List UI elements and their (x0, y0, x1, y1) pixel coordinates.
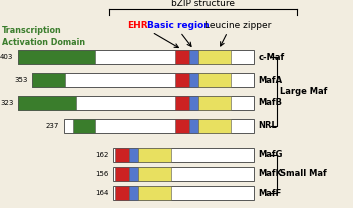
Bar (198, 50, 231, 64)
Bar (138, 167, 171, 181)
Bar (115, 186, 129, 201)
Bar (129, 147, 138, 162)
Text: MafA: MafA (258, 76, 282, 85)
Bar (189, 96, 198, 110)
Text: MafK: MafK (258, 170, 282, 178)
Bar (32, 73, 65, 87)
Bar (198, 73, 231, 87)
Text: Transcription
Activation Domain: Transcription Activation Domain (2, 26, 85, 47)
Bar (18, 96, 76, 110)
Text: bZIP structure: bZIP structure (171, 0, 235, 8)
Text: EHR: EHR (127, 21, 148, 30)
Bar (113, 186, 254, 201)
Bar (189, 73, 198, 87)
Text: 323: 323 (0, 100, 13, 106)
Text: 237: 237 (46, 123, 59, 129)
Bar (175, 73, 189, 87)
Bar (175, 119, 189, 132)
Bar (18, 50, 254, 64)
Text: Small Maf: Small Maf (280, 170, 327, 178)
Bar (175, 96, 189, 110)
Bar (73, 119, 95, 132)
Bar (115, 167, 129, 181)
Text: MafB: MafB (258, 98, 282, 107)
Text: 156: 156 (95, 171, 109, 177)
Bar (138, 186, 171, 201)
Text: Large Maf: Large Maf (280, 87, 328, 96)
Bar (32, 73, 254, 87)
Bar (64, 119, 254, 132)
Text: c-Maf: c-Maf (258, 53, 285, 62)
Text: MafG: MafG (258, 150, 283, 159)
Text: MafF: MafF (258, 189, 282, 198)
Text: 353: 353 (14, 77, 28, 83)
Text: NRL: NRL (258, 121, 277, 130)
Bar (113, 147, 254, 162)
Text: 162: 162 (95, 152, 109, 157)
Bar (138, 147, 171, 162)
Bar (18, 96, 254, 110)
Text: 403: 403 (0, 54, 13, 60)
Text: 164: 164 (95, 190, 109, 196)
Bar (198, 96, 231, 110)
Bar (189, 50, 198, 64)
Bar (129, 167, 138, 181)
Bar (189, 119, 198, 132)
Bar (175, 50, 189, 64)
Text: Basic region: Basic region (147, 21, 210, 30)
Bar (198, 119, 231, 132)
Bar (18, 50, 95, 64)
Bar (113, 167, 254, 181)
Text: Leucine zipper: Leucine zipper (205, 21, 271, 30)
Bar (115, 147, 129, 162)
Bar (129, 186, 138, 201)
